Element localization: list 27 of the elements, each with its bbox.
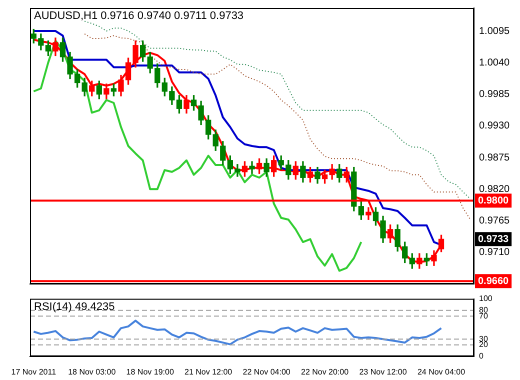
x-tick-label: 24 Nov 04:00 [417,367,466,376]
y-tick-label: 100 [479,294,493,304]
y-tick-label: 70 [479,311,488,320]
x-tick-label: 18 Nov 19:00 [126,367,174,376]
annotation: 0.9733 [478,234,510,245]
y-tick-label: 1.0095 [479,26,510,37]
y-tick-label: 0.9985 [479,89,510,100]
y-tick-label: 0.9820 [479,184,510,195]
y-tick-label: 0.9930 [479,120,510,132]
y-tick-label: 0.9875 [479,152,510,164]
chart-title: RSI(14) 49.4235 [34,300,115,313]
chart-title: AUDUSD,H1 0.9716 0.9740 0.9711 0.9733 [34,10,244,22]
x-tick-label: 23 Nov 12:00 [359,367,408,376]
line-series [84,33,471,220]
x-tick-label: 21 Nov 12:00 [184,367,233,376]
line-series [84,20,471,200]
ref-line-label: 0.9800 [478,195,510,206]
x-tick-label: 17 Nov 2011 [11,367,57,376]
x-tick-label: 22 Nov 04:00 [242,367,291,376]
x-tick-label: 18 Nov 03:00 [68,367,116,376]
ref-line-label: 0.9660 [478,276,510,287]
y-tick-label: 1.0040 [479,57,510,68]
y-tick-label: 0.9765 [479,216,510,226]
y-tick-label: 0 [479,352,484,361]
y-tick-label: 0.9710 [479,247,510,258]
y-tick-label: 20 [479,340,488,350]
x-tick-label: 22 Nov 20:00 [300,367,350,376]
